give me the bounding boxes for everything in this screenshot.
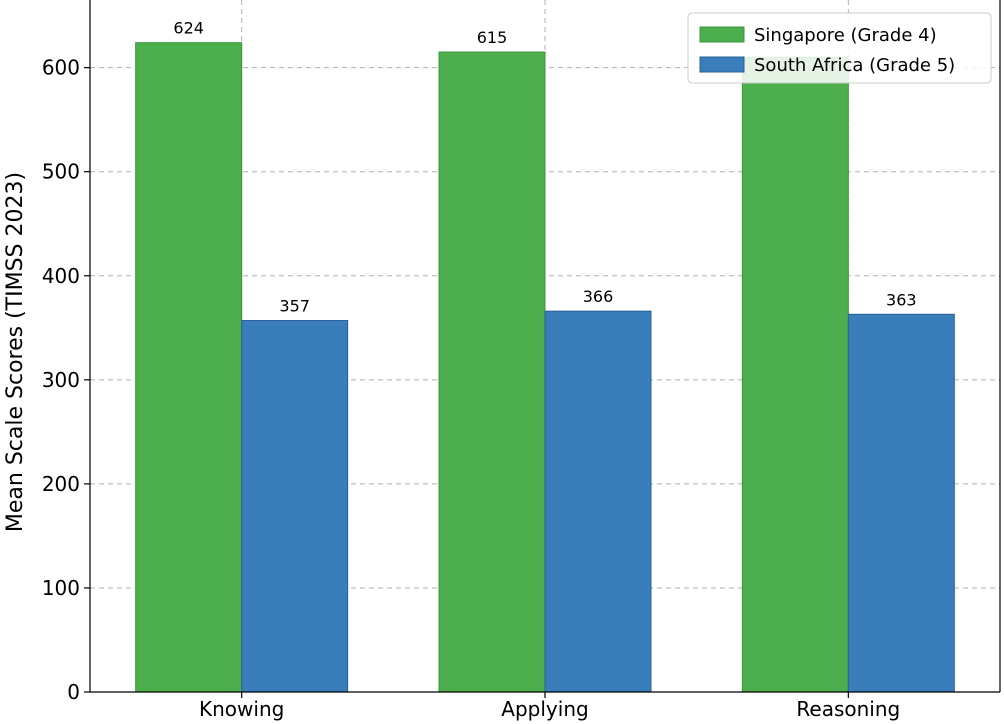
y-tick-label-0: 0 (67, 680, 80, 704)
bars (135, 42, 955, 693)
y-tick-label-100: 100 (42, 576, 80, 600)
legend-box (687, 12, 992, 84)
bar-south-africa-reasoning (847, 313, 955, 693)
data-label-singapore-knowing: 624 (173, 19, 204, 38)
data-label-south-africa-applying: 366 (583, 287, 614, 306)
tick-labels: 0 100 200 300 400 500 600 Knowing Applying Reason… (42, 56, 900, 721)
data-label-south-africa-reasoning: 363 (886, 290, 917, 309)
legend-label-south-africa: South Africa (Grade 5) (754, 55, 955, 76)
y-tick-label-200: 200 (42, 472, 80, 496)
bar-singapore-reasoning (741, 56, 849, 693)
data-label-south-africa-knowing: 357 (279, 297, 310, 316)
legend-swatch-singapore (699, 26, 745, 43)
legend-swatch-south-africa (699, 56, 745, 73)
y-tick-label-400: 400 (42, 264, 80, 288)
data-labels: 624 615 357 366 363 (173, 19, 916, 316)
data-label-singapore-applying: 615 (477, 28, 508, 47)
bar-south-africa-knowing (241, 320, 349, 693)
y-tick-label-500: 500 (42, 160, 80, 184)
y-tick-label-300: 300 (42, 368, 80, 392)
legend-label-singapore: Singapore (Grade 4) (754, 25, 937, 46)
y-axis-title: Mean Scale Scores (TIMSS 2023) (3, 172, 28, 532)
bar-singapore-knowing (135, 42, 243, 693)
x-tick-label-applying: Applying (501, 697, 588, 721)
bar-south-africa-applying (544, 310, 652, 693)
legend: Singapore (Grade 4) South Africa (Grade 5… (687, 12, 992, 84)
y-tick-label-600: 600 (42, 56, 80, 80)
bar-singapore-applying (438, 51, 546, 693)
x-tick-label-reasoning: Reasoning (796, 697, 900, 721)
x-tick-label-knowing: Knowing (199, 697, 284, 721)
